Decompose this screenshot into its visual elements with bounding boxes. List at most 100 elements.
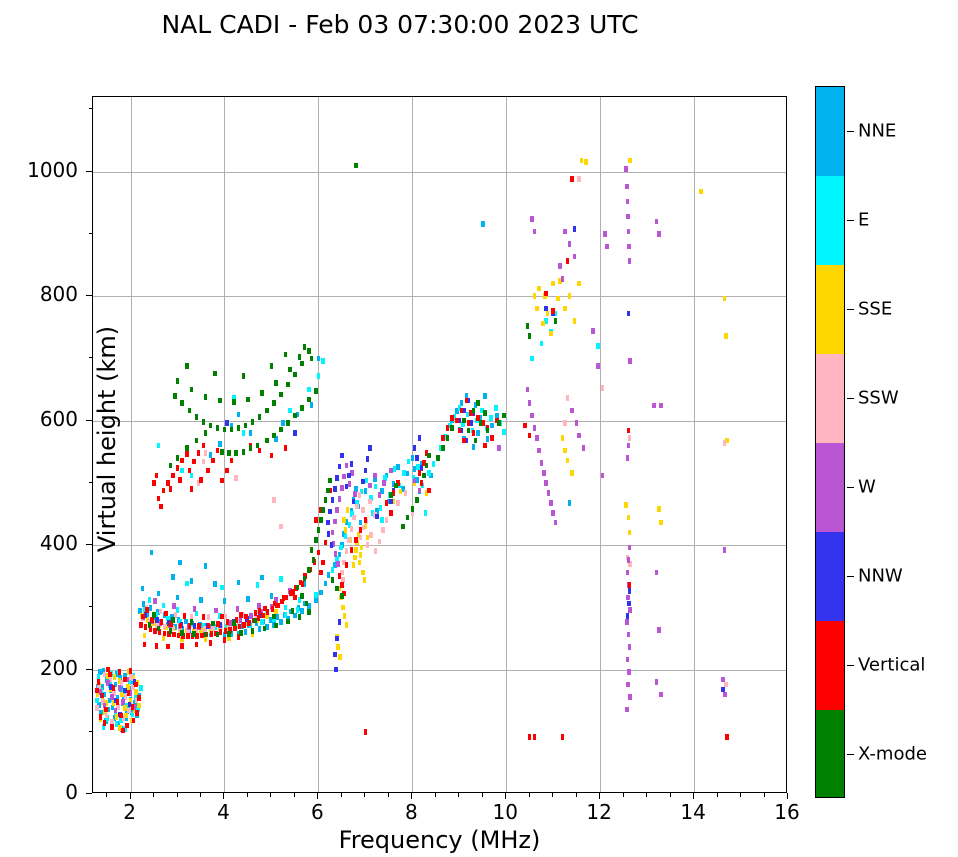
scatter-point bbox=[94, 697, 99, 704]
scatter-point bbox=[410, 509, 415, 516]
scatter-point bbox=[405, 514, 410, 521]
scatter-point bbox=[572, 253, 577, 260]
scatter-point bbox=[209, 631, 214, 637]
x-axis-minor-tick bbox=[622, 793, 624, 797]
scatter-point bbox=[699, 188, 703, 195]
colorbar-segment-x-mode[interactable] bbox=[816, 710, 844, 797]
scatter-point bbox=[337, 551, 342, 558]
colorbar-segment-w[interactable] bbox=[816, 443, 844, 532]
x-axis-minor-tick bbox=[270, 793, 272, 797]
scatter-point bbox=[410, 455, 415, 461]
scatter-point bbox=[342, 613, 347, 619]
scatter-point bbox=[572, 226, 577, 232]
scatter-point bbox=[166, 480, 170, 486]
scatter-point bbox=[225, 420, 229, 426]
scatter-point bbox=[241, 430, 246, 436]
scatter-point bbox=[359, 544, 364, 551]
scatter-point bbox=[626, 228, 631, 235]
scatter-point bbox=[410, 506, 415, 512]
scatter-point bbox=[274, 436, 278, 443]
scatter-point bbox=[265, 609, 270, 616]
scatter-point bbox=[110, 704, 115, 711]
scatter-point bbox=[627, 600, 631, 607]
scatter-point bbox=[203, 636, 208, 643]
colorbar-segment-nne[interactable] bbox=[816, 87, 844, 176]
scatter-point bbox=[333, 651, 337, 658]
scatter-point bbox=[220, 448, 224, 455]
colorbar[interactable] bbox=[815, 86, 845, 798]
scatter-point bbox=[117, 669, 122, 675]
scatter-point bbox=[218, 629, 223, 635]
colorbar-segment-e[interactable] bbox=[816, 176, 844, 265]
scatter-point bbox=[302, 344, 307, 350]
scatter-point bbox=[541, 320, 545, 327]
scatter-point bbox=[481, 221, 485, 227]
colorbar-segment-nnw[interactable] bbox=[816, 532, 844, 621]
scatter-point bbox=[466, 420, 471, 426]
scatter-point bbox=[171, 472, 175, 479]
scatter-point bbox=[262, 625, 267, 632]
scatter-point bbox=[429, 472, 433, 479]
scatter-point bbox=[333, 486, 337, 492]
gridline-vertical bbox=[506, 97, 508, 792]
scatter-point bbox=[626, 514, 631, 521]
scatter-point bbox=[394, 482, 398, 489]
scatter-point bbox=[194, 610, 199, 617]
scatter-point bbox=[476, 400, 480, 406]
scatter-point bbox=[563, 305, 567, 312]
scatter-point bbox=[340, 593, 344, 599]
scatter-point bbox=[373, 548, 378, 555]
scatter-point bbox=[253, 610, 258, 616]
scatter-point bbox=[445, 425, 450, 431]
scatter-point bbox=[450, 425, 454, 431]
scatter-point bbox=[359, 488, 364, 495]
scatter-point bbox=[250, 419, 255, 425]
y-axis-tick-label: 400 bbox=[39, 531, 78, 556]
scatter-point bbox=[450, 415, 454, 421]
scatter-point bbox=[166, 615, 170, 622]
colorbar-segment-sse[interactable] bbox=[816, 265, 844, 354]
scatter-point bbox=[276, 602, 281, 609]
scatter-point bbox=[283, 351, 288, 358]
scatter-point bbox=[180, 636, 184, 643]
scatter-point bbox=[721, 686, 725, 693]
scatter-point bbox=[625, 198, 630, 205]
scatter-point bbox=[316, 549, 321, 556]
scatter-point bbox=[110, 723, 114, 730]
scatter-point bbox=[627, 669, 631, 675]
scatter-point bbox=[200, 632, 204, 639]
colorbar-segment-ssw[interactable] bbox=[816, 354, 844, 443]
scatter-point bbox=[401, 486, 405, 492]
y-axis-tick-label: 1000 bbox=[27, 157, 78, 182]
scatter-point bbox=[143, 611, 148, 618]
scatter-point bbox=[351, 562, 356, 568]
scatter-point bbox=[490, 422, 494, 429]
scatter-point bbox=[164, 624, 168, 630]
scatter-point bbox=[181, 633, 185, 639]
scatter-point bbox=[342, 473, 346, 480]
scatter-point bbox=[337, 585, 342, 592]
scatter-point bbox=[173, 611, 178, 618]
scatter-point bbox=[549, 499, 553, 506]
scatter-point bbox=[161, 635, 166, 642]
scatter-point bbox=[147, 597, 152, 603]
scatter-point bbox=[627, 435, 632, 441]
scatter-point bbox=[333, 550, 338, 557]
scatter-point bbox=[302, 575, 307, 582]
scatter-point bbox=[426, 470, 431, 476]
scatter-point bbox=[178, 622, 183, 629]
scatter-point bbox=[401, 523, 405, 530]
scatter-point bbox=[396, 499, 400, 506]
scatter-point bbox=[626, 442, 631, 449]
colorbar-segment-vertical[interactable] bbox=[816, 621, 844, 710]
scatter-point bbox=[168, 628, 173, 634]
scatter-point bbox=[462, 437, 466, 444]
scatter-point bbox=[171, 574, 175, 580]
y-axis-minor-tick bbox=[88, 232, 92, 234]
scatter-point bbox=[241, 372, 246, 379]
scatter-point bbox=[150, 616, 154, 623]
scatter-point bbox=[232, 399, 236, 405]
scatter-point bbox=[131, 717, 136, 724]
scatter-point bbox=[180, 643, 184, 649]
